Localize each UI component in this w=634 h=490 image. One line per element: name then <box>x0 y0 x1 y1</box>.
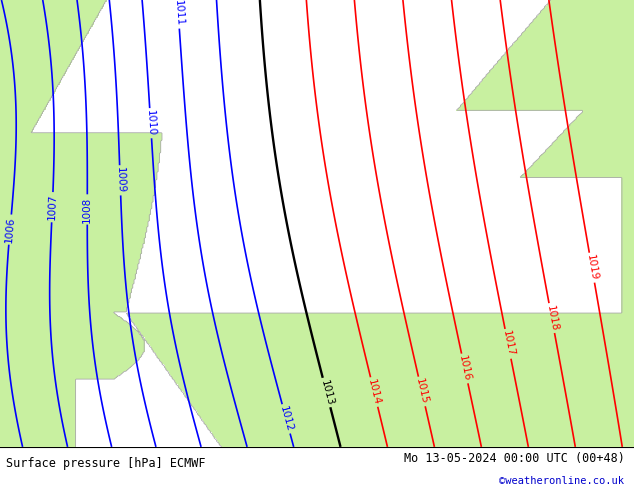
Text: 1006: 1006 <box>4 216 16 243</box>
Text: 1014: 1014 <box>366 378 382 406</box>
Text: ©weatheronline.co.uk: ©weatheronline.co.uk <box>500 475 624 486</box>
Text: Surface pressure [hPa] ECMWF: Surface pressure [hPa] ECMWF <box>6 457 206 470</box>
Text: 1012: 1012 <box>278 405 294 433</box>
Text: 1015: 1015 <box>414 377 430 405</box>
Text: 1016: 1016 <box>457 355 472 382</box>
Text: 1008: 1008 <box>82 196 93 222</box>
Text: 1007: 1007 <box>47 194 58 221</box>
Text: 1017: 1017 <box>500 330 515 358</box>
Text: 1010: 1010 <box>145 110 157 137</box>
Text: Mo 13-05-2024 00:00 UTC (00+48): Mo 13-05-2024 00:00 UTC (00+48) <box>404 452 624 466</box>
Text: 1018: 1018 <box>545 304 559 332</box>
Text: 1011: 1011 <box>172 0 184 27</box>
Text: 1013: 1013 <box>318 378 335 407</box>
Text: 1009: 1009 <box>115 167 126 194</box>
Text: 1019: 1019 <box>585 254 599 282</box>
